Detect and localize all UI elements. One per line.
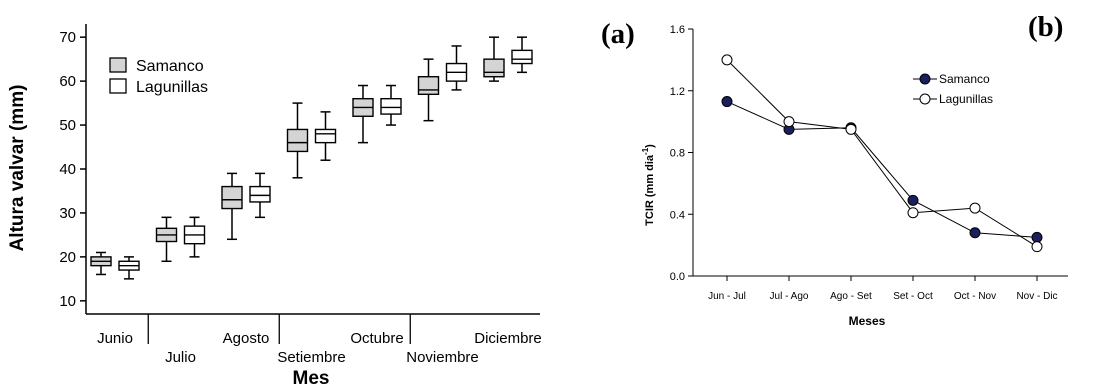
panel-b-y-axis-title-exponent: -1 (641, 147, 650, 155)
box-body (286, 128, 309, 153)
panel-b-y-axis-title-close: ) (644, 144, 656, 148)
legend-label-samanco-b: Samanco (939, 72, 990, 86)
box-lagunillas-julio (183, 216, 206, 258)
panel-a-x-axis-title: Mes (293, 368, 330, 386)
y-tick-label: 0.4 (670, 209, 685, 221)
box-samanco-diciembre (483, 36, 505, 82)
box-body (221, 185, 243, 210)
data-point (1031, 231, 1043, 243)
y-tick-label: 0.8 (670, 148, 685, 160)
legend-marker-lagunillas (919, 93, 931, 105)
data-point (907, 207, 919, 219)
box-lagunillas-setiembre (314, 111, 337, 161)
box-lagunillas-octubre (380, 84, 402, 126)
box-lagunillas-noviembre (445, 45, 468, 91)
box-lagunillas-agosto (249, 172, 271, 219)
box-body (417, 76, 440, 96)
x-tick-label: Agosto (223, 330, 270, 347)
series-line (726, 59, 1038, 248)
box-samanco-octubre (352, 84, 374, 144)
x-tick-label: Jun - Jul (708, 291, 746, 302)
y-tick-label: 1.2 (670, 86, 685, 98)
legend-swatch-lagunillas (109, 78, 127, 94)
x-tick-label: Junio (97, 330, 133, 347)
y-tick-label: 30 (59, 205, 76, 222)
y-tick-label: 20 (59, 249, 76, 266)
box-lagunillas-junio (118, 256, 140, 280)
y-tick-label: 60 (59, 73, 76, 90)
panel-a-axes: 10 20 30 40 50 60 70 Junio Julio Agosto Setiembre O… (59, 24, 542, 366)
y-tick-label: 70 (59, 29, 76, 46)
panel-a-legend: Samanco Lagunillas (109, 57, 208, 96)
series-lagunillas (721, 54, 1043, 253)
legend-swatch-samanco (109, 57, 127, 73)
box-samanco-noviembre (417, 58, 440, 122)
x-tick-label: Octubre (350, 330, 403, 347)
data-point (721, 54, 733, 66)
series-line (726, 101, 1038, 238)
panel-b-axes: 0.0 0.4 0.8 1.2 1.6 Jun - Jul Jul - Ago Ago - S… (670, 24, 1068, 302)
panel-b-y-axis-title-text: TCIR (mm dia (644, 154, 656, 226)
panel-b-y-axis-title: TCIR (mm dia-1) (641, 144, 656, 226)
x-tick-label: Diciembre (474, 330, 542, 347)
box-samanco-junio (90, 251, 112, 276)
data-point (783, 116, 795, 128)
data-point (969, 227, 981, 239)
panel-a-box-plot: 10 20 30 40 50 60 70 Junio Julio Agosto Setiembre O… (7, 24, 542, 386)
box-body (380, 97, 402, 115)
x-tick-label: Setiembre (277, 349, 345, 366)
box-lagunillas-diciembre (511, 36, 533, 74)
series-samanco (721, 96, 1043, 243)
panel-label-a: (a) (601, 18, 635, 50)
panel-b-x-axis-title: Meses (849, 314, 886, 328)
panel-a-boxes (90, 36, 533, 280)
panel-label-b: (b) (1028, 11, 1063, 43)
x-tick-label: Julio (165, 349, 196, 366)
x-tick-label: Ago - Set (830, 291, 872, 302)
legend-marker-samanco (919, 73, 931, 85)
data-point (907, 194, 919, 206)
box-body (511, 49, 533, 65)
y-tick-label: 50 (59, 117, 76, 134)
y-tick-label: 40 (59, 161, 76, 178)
box-body (314, 128, 337, 144)
x-tick-label: Set - Oct (893, 291, 933, 302)
x-tick-label: Oct - Nov (954, 291, 996, 302)
panel-b-series (721, 54, 1043, 253)
panel-b-legend: Samanco Lagunillas (913, 72, 993, 106)
y-tick-label: 1.6 (670, 24, 685, 36)
box-samanco-setiembre (286, 102, 309, 179)
legend-label-lagunillas-b: Lagunillas (939, 92, 993, 106)
box-body (483, 58, 505, 78)
box-samanco-julio (155, 216, 178, 263)
y-tick-label: 0.0 (670, 271, 685, 283)
x-tick-label: Jul - Ago (770, 291, 809, 302)
y-tick-label: 10 (59, 293, 76, 310)
legend-label-lagunillas: Lagunillas (136, 79, 208, 96)
x-tick-label: Noviembre (406, 349, 479, 366)
data-point (1031, 241, 1043, 253)
box-samanco-agosto (221, 172, 243, 241)
panel-a-y-axis-title: Altura valvar (mm) (7, 85, 28, 252)
data-point (845, 123, 857, 135)
data-point (969, 202, 981, 214)
panel-b-line-chart: 0.0 0.4 0.8 1.2 1.6 Jun - Jul Jul - Ago Ago - S… (641, 24, 1068, 328)
data-point (721, 96, 733, 108)
legend-label-samanco: Samanco (136, 58, 204, 75)
box-body (249, 185, 271, 203)
x-tick-label: Nov - Dic (1016, 291, 1057, 302)
